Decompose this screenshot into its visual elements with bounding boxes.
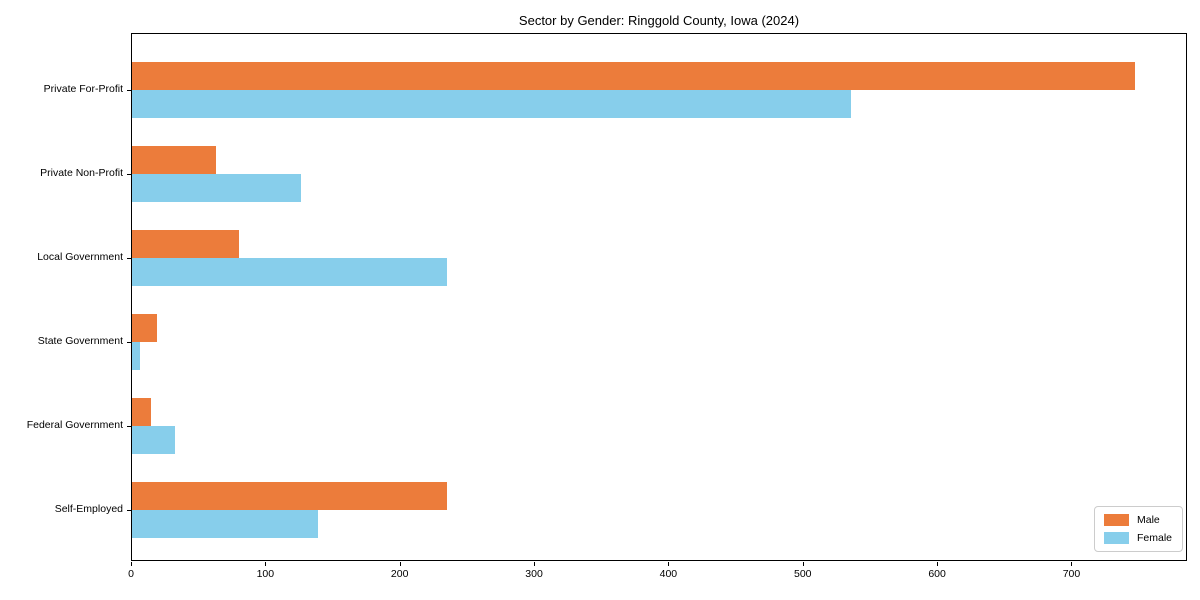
y-tick-mark <box>127 426 131 427</box>
x-tick-mark <box>937 562 939 566</box>
bar-male-1 <box>132 62 1136 90</box>
x-tick-mark <box>668 562 670 566</box>
x-tick-label: 300 <box>525 568 543 580</box>
bar-male-4 <box>132 314 158 342</box>
legend-swatch-female <box>1103 532 1129 544</box>
x-tick-mark <box>131 562 132 566</box>
y-tick-label: Local Government <box>37 251 123 263</box>
x-tick-label: 600 <box>928 568 946 580</box>
x-axis: 0 100 200 300 400 500 600 700 <box>128 562 1187 592</box>
legend-label: Female <box>1136 532 1172 544</box>
y-tick-mark <box>127 510 131 511</box>
bar-female-6 <box>132 510 319 538</box>
bar-male-2 <box>132 146 217 174</box>
x-tick-mark <box>399 562 401 566</box>
y-axis-labels: Private For-Profit Private Non-Profit Loca… <box>0 33 131 561</box>
x-tick-label: 500 <box>793 568 812 580</box>
y-tick-mark <box>127 258 131 259</box>
y-tick-label: State Government <box>37 335 123 347</box>
y-tick-mark <box>127 174 131 175</box>
bar-female-3 <box>132 258 448 286</box>
legend-item-male: Male <box>1103 514 1172 526</box>
legend-label: Male <box>1136 514 1160 526</box>
chart-title: Sector by Gender: Ringgold County, Iowa … <box>518 13 800 28</box>
bar-male-6 <box>132 482 448 510</box>
bar-male-5 <box>132 398 151 426</box>
y-tick-label: Federal Government <box>26 419 123 431</box>
legend-item-female: Female <box>1103 532 1172 544</box>
y-tick-mark <box>127 90 131 91</box>
bar-female-1 <box>132 90 851 118</box>
x-tick-label: 200 <box>390 568 409 580</box>
legend: Male Female <box>1093 506 1183 552</box>
plot-area: Male Female <box>127 33 1187 561</box>
bar-female-2 <box>132 174 301 202</box>
legend-swatch-male <box>1103 514 1129 526</box>
x-tick-label: 400 <box>659 568 678 580</box>
bar-male-3 <box>132 230 240 258</box>
x-tick-mark <box>265 562 267 566</box>
x-tick-label: 100 <box>256 568 275 580</box>
bar-female-5 <box>132 426 175 454</box>
x-tick-mark <box>1071 562 1073 566</box>
x-tick-mark <box>802 562 804 566</box>
y-tick-label: Private For-Profit <box>43 83 123 95</box>
y-tick-mark <box>127 342 131 343</box>
x-tick-label: 700 <box>1062 568 1081 580</box>
y-tick-label: Self-Employed <box>54 503 123 515</box>
x-tick-label: 0 <box>128 568 134 580</box>
x-tick-mark <box>534 562 536 566</box>
y-tick-label: Private Non-Profit <box>40 167 123 179</box>
bar-female-4 <box>132 342 141 370</box>
